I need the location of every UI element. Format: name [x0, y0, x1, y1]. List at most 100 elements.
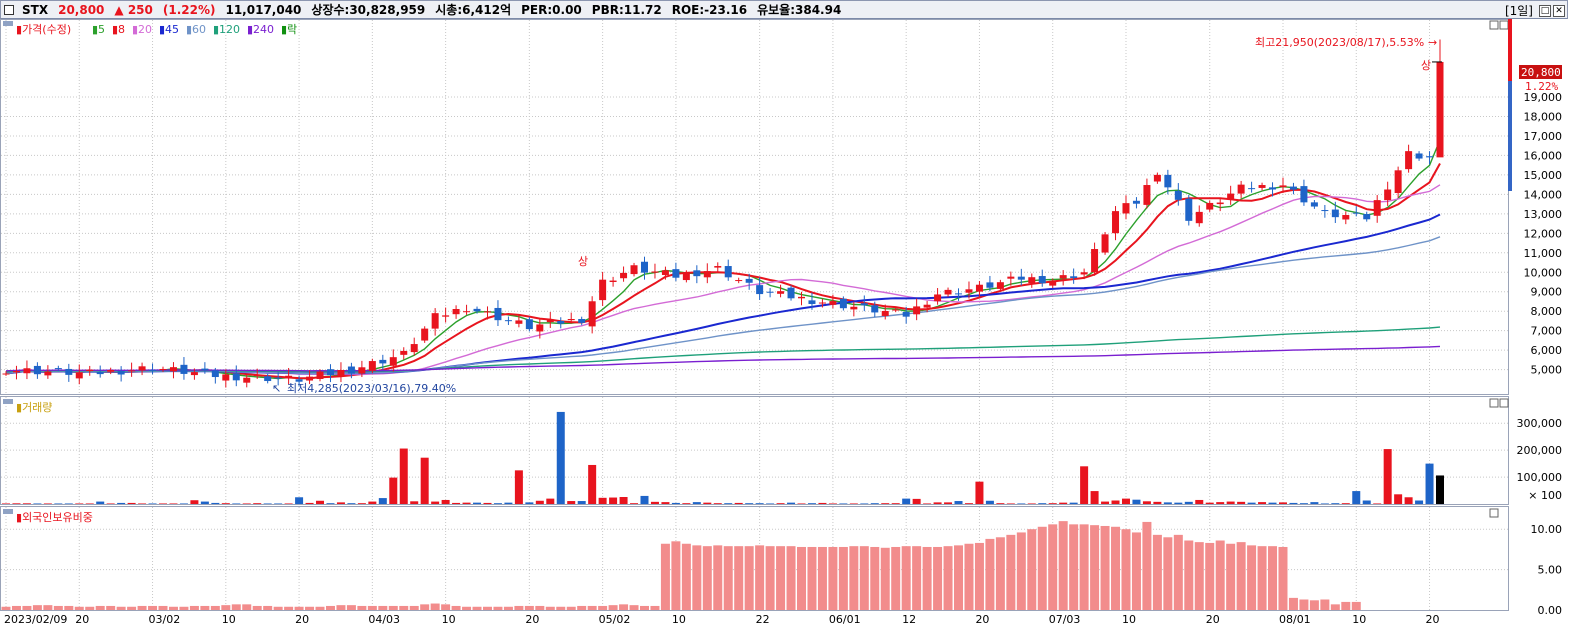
volume-bar	[1289, 502, 1298, 504]
volume-bar	[295, 497, 304, 504]
candle-body	[253, 375, 261, 377]
foreign-ratio-bar	[985, 538, 995, 610]
candle-body	[201, 368, 209, 371]
x-date-label: 20	[295, 613, 309, 626]
foreign-ratio-bar	[870, 546, 880, 610]
volume-bar	[964, 503, 973, 504]
last-pct-label: 1.22%	[1525, 80, 1558, 93]
foreign-ratio-bar	[1111, 526, 1121, 610]
volume-bar	[12, 503, 21, 504]
candle-body	[1049, 280, 1057, 286]
candle-body	[860, 303, 868, 306]
legend-ma-240: ▮240	[247, 23, 274, 36]
foreign-ratio-bar	[514, 605, 524, 610]
candle-body	[525, 319, 533, 330]
volume-bar	[410, 501, 419, 504]
close-icon[interactable]: ✕	[1553, 4, 1565, 17]
foreign-ratio-bar	[1309, 600, 1319, 610]
candle-body	[211, 370, 219, 378]
limit-up-marker: 상	[578, 255, 588, 268]
foreign-ratio-bar	[974, 542, 984, 610]
candle-body	[243, 377, 251, 383]
candle-body	[264, 376, 272, 382]
candle-body	[431, 313, 439, 329]
candle-body	[23, 368, 31, 374]
volume-bar	[1415, 500, 1424, 504]
candle-body	[839, 298, 847, 309]
foreign-ratio-bar	[1184, 540, 1194, 610]
title-bar: STX 20,800 ▲ 250 (1.22%) 11,017,040 상장수:…	[0, 0, 1568, 19]
candle-body	[1415, 153, 1423, 159]
candle-body	[368, 361, 376, 371]
candle-body	[714, 266, 722, 268]
period-selector[interactable]: [1일]	[1504, 4, 1533, 18]
foreign-ratio-bar	[294, 606, 304, 610]
foreign-ratio-bar	[964, 543, 974, 610]
volume-bar	[85, 503, 94, 504]
foreign-ratio-bar	[53, 605, 63, 610]
candle-body	[1363, 214, 1371, 220]
foreign-ratio-bar	[797, 546, 807, 610]
volume-bar	[221, 503, 230, 504]
y-tick-label: 10.00	[1531, 523, 1563, 536]
volume-bar	[797, 503, 806, 504]
volume-bar	[1258, 502, 1267, 504]
candle-body	[923, 304, 931, 308]
candle-body	[651, 271, 659, 273]
volume-bar	[870, 503, 879, 504]
candle-body	[274, 377, 282, 379]
foreign-ratio-bar	[493, 606, 503, 610]
volume-bar	[1436, 475, 1444, 504]
per-value: PER:0.00	[521, 2, 582, 17]
y-tick-label: 14,000	[1524, 188, 1563, 201]
volume-bar	[1404, 497, 1413, 504]
candle-body	[1070, 276, 1078, 278]
x-date-label: 20	[1426, 613, 1440, 626]
volume-bar	[1069, 502, 1078, 504]
foreign-ratio-bar	[284, 606, 294, 610]
x-date-label: 20	[1206, 613, 1220, 626]
volume-bar	[923, 503, 932, 504]
y-tick-label: 0.00	[1538, 604, 1563, 617]
select-checkbox[interactable]	[4, 4, 14, 15]
foreign-ratio-bar	[713, 545, 723, 610]
volume-bar	[776, 503, 785, 504]
candle-body	[1091, 249, 1099, 273]
volume-bar	[1027, 503, 1036, 504]
x-date-label: 03/02	[149, 613, 181, 626]
legend-ma-45: ▮45	[159, 23, 179, 36]
foreign-ratio-bar	[1016, 532, 1026, 610]
candle-body	[358, 367, 366, 374]
candle-body	[818, 302, 826, 304]
candle-body	[1227, 193, 1235, 200]
foreign-ratio-bar	[671, 541, 681, 610]
volume-bar	[567, 501, 576, 504]
x-date-label: 07/03	[1049, 613, 1081, 626]
candle-body	[1206, 202, 1214, 210]
volume-bar	[441, 499, 450, 504]
candle-body	[787, 287, 795, 299]
candle-body	[1258, 185, 1266, 188]
stock-chart[interactable]: 19,000 18,000 17,000 16,000 15,000 14,000 13,0…	[0, 19, 1570, 629]
volume-bar	[452, 502, 461, 504]
volume-bar	[1174, 502, 1183, 504]
foreign-ratio-bar	[263, 605, 273, 610]
ma-240-line	[5, 345, 1441, 372]
candle-body	[138, 366, 146, 371]
volume-bar	[1101, 501, 1110, 504]
x-date-label: 04/03	[368, 613, 400, 626]
panel-buttons[interactable]	[1489, 20, 1509, 518]
foreign-ratio-bar	[1341, 601, 1351, 610]
low-annotation: 최저4,285(2023/03/16),79.40%	[287, 382, 456, 395]
volume-bar	[389, 477, 398, 504]
foreign-ratio-bar	[367, 605, 377, 610]
maximize-icon[interactable]: □	[1539, 4, 1551, 17]
candle-body	[295, 379, 303, 382]
foreign-ratio-bar	[566, 606, 576, 610]
y-tick-label: 8,000	[1531, 305, 1563, 318]
candle-body	[777, 291, 785, 294]
volume-bar	[577, 501, 586, 504]
volume-bar	[933, 502, 942, 504]
candle-body	[965, 289, 973, 293]
candle-body	[326, 369, 334, 376]
